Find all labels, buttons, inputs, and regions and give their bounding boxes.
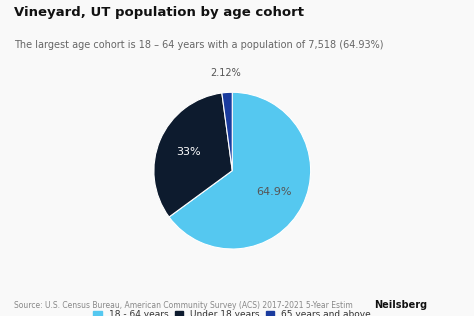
Text: Neilsberg: Neilsberg <box>374 300 428 310</box>
Legend: 18 - 64 years, Under 18 years, 65 years and above: 18 - 64 years, Under 18 years, 65 years … <box>90 307 374 316</box>
Text: Source: U.S. Census Bureau, American Community Survey (ACS) 2017-2021 5-Year Est: Source: U.S. Census Bureau, American Com… <box>14 301 353 310</box>
Text: Vineyard, UT population by age cohort: Vineyard, UT population by age cohort <box>14 6 304 19</box>
Text: 64.9%: 64.9% <box>256 187 292 197</box>
Wedge shape <box>169 92 310 249</box>
Wedge shape <box>154 93 232 217</box>
Wedge shape <box>222 92 232 171</box>
Text: The largest age cohort is 18 – 64 years with a population of 7,518 (64.93%): The largest age cohort is 18 – 64 years … <box>14 40 384 50</box>
Text: 33%: 33% <box>177 147 201 157</box>
Text: 2.12%: 2.12% <box>210 68 241 78</box>
